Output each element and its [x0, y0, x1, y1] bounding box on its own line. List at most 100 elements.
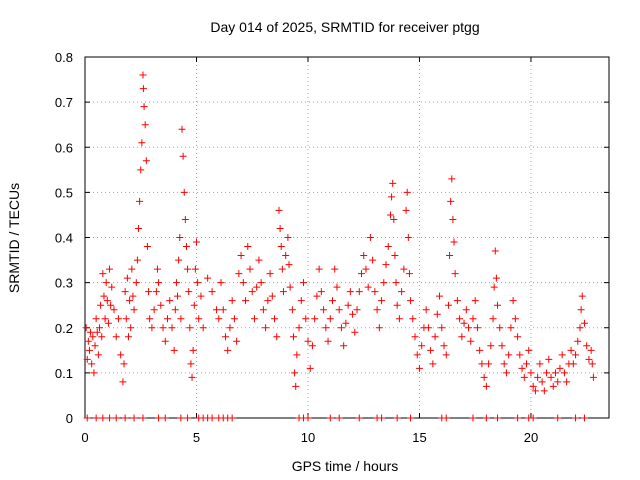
data-point [106, 265, 114, 273]
data-point [411, 333, 419, 341]
data-point [228, 297, 236, 305]
tick-labels: 0 0.1 0.2 0.3 0.4 0.5 0.6 0.7 0.8 0 5 10 15 20 [55, 50, 538, 445]
data-point [286, 283, 294, 291]
data-point [554, 414, 562, 422]
data-point [242, 297, 250, 305]
data-point [471, 297, 479, 305]
data-point [219, 306, 227, 314]
plot-frame [84, 56, 610, 419]
data-point [85, 346, 93, 354]
data-point [224, 346, 232, 354]
data-point [239, 279, 247, 287]
data-point [302, 315, 310, 323]
data-point [572, 414, 580, 422]
data-point [574, 337, 582, 345]
data-point [88, 360, 96, 368]
data-point [335, 414, 343, 422]
data-point [123, 274, 131, 282]
data-point [469, 315, 477, 323]
data-point [482, 382, 490, 390]
data-point [540, 387, 548, 395]
data-point [462, 306, 470, 314]
data-point [509, 297, 517, 305]
data-point [268, 292, 276, 300]
data-point [127, 324, 135, 332]
data-point [400, 265, 408, 273]
data-point [357, 270, 365, 278]
data-point [95, 324, 103, 332]
data-point [259, 306, 267, 314]
data-point [315, 265, 323, 273]
data-point [161, 337, 169, 345]
data-point [139, 71, 147, 79]
data-point [182, 243, 190, 251]
data-point [135, 224, 143, 232]
data-point [187, 360, 195, 368]
data-point [277, 243, 285, 251]
data-point [527, 369, 535, 377]
data-point [152, 288, 160, 296]
data-point [142, 157, 150, 165]
data-point [139, 85, 147, 93]
data-point [140, 103, 148, 111]
data-point [110, 306, 118, 314]
data-point [248, 288, 256, 296]
data-point [199, 324, 207, 332]
data-point [185, 288, 193, 296]
data-point [373, 306, 381, 314]
data-point [580, 414, 588, 422]
data-point [278, 265, 286, 273]
data-point [489, 315, 497, 323]
data-point [279, 288, 287, 296]
data-point [496, 324, 504, 332]
y-tick-label: 0.3 [55, 276, 73, 291]
data-point [482, 414, 490, 422]
data-point [393, 414, 401, 422]
data-point [174, 292, 182, 300]
data-point [186, 324, 194, 332]
data-point [230, 315, 238, 323]
data-point [487, 342, 495, 350]
data-point [168, 324, 176, 332]
y-tick-label: 0.7 [55, 95, 73, 110]
data-point [250, 315, 258, 323]
data-point [522, 360, 530, 368]
data-point [146, 315, 154, 323]
data-point [549, 382, 557, 390]
data-point [340, 342, 348, 350]
data-point [364, 283, 372, 291]
data-point [264, 297, 272, 305]
data-point [398, 288, 406, 296]
data-point [490, 283, 498, 291]
data-point [507, 324, 515, 332]
data-point [324, 337, 332, 345]
data-point [534, 373, 542, 381]
data-point [217, 279, 225, 287]
data-point [184, 265, 192, 273]
data-point [161, 414, 169, 422]
data-point [525, 346, 533, 354]
data-point [117, 351, 125, 359]
data-point [306, 364, 314, 372]
data-point [93, 328, 101, 336]
y-tick-label: 0.1 [55, 366, 73, 381]
data-point [403, 188, 411, 196]
data-point [87, 328, 95, 336]
data-point [543, 369, 551, 377]
data-point [451, 270, 459, 278]
data-point [467, 337, 475, 345]
data-point [275, 206, 283, 214]
data-point [390, 215, 398, 223]
data-point [460, 319, 468, 327]
x-tick-label: 20 [524, 430, 538, 445]
data-point [170, 346, 178, 354]
data-point [244, 243, 252, 251]
data-point [418, 342, 426, 350]
data-point [529, 414, 537, 422]
data-point [402, 206, 410, 214]
y-tick-label: 0.5 [55, 185, 73, 200]
data-point [291, 369, 299, 377]
data-point [120, 360, 128, 368]
data-point [114, 315, 122, 323]
data-point [456, 315, 464, 323]
